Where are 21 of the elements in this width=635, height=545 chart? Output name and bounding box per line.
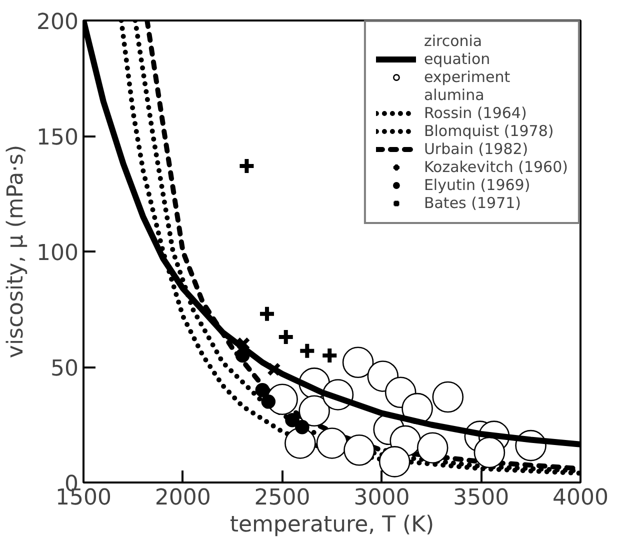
legend-label: Elyutin (1969) xyxy=(424,176,530,194)
x-tick-label: 3500 xyxy=(453,486,510,510)
legend-label: equation xyxy=(424,50,490,68)
y-tick-label: 50 xyxy=(50,356,79,382)
x-tick-label: 4000 xyxy=(552,486,609,510)
y-tick-label: 100 xyxy=(36,241,79,266)
y-tick-label: 200 xyxy=(36,10,79,35)
annotation: zirconia xyxy=(424,32,482,50)
legend-label: Urbain (1982) xyxy=(424,140,528,158)
legend-label: Blomquist (1978) xyxy=(424,122,554,140)
y-axis-title: viscosity, μ (mPa·s) xyxy=(4,144,29,358)
y-tick-label: 150 xyxy=(36,126,79,150)
annotation: alumina xyxy=(424,86,484,104)
legend-label: experiment xyxy=(424,68,510,86)
x-tick-label: 3000 xyxy=(354,486,410,510)
x-axis-title: temperature, T (K) xyxy=(230,512,434,538)
legend-label: Rossin (1964) xyxy=(424,104,527,122)
x-tick-label: 2500 xyxy=(254,486,310,510)
x-tick-label: 2000 xyxy=(154,486,211,510)
legend-label: Bates (1971) xyxy=(424,194,522,212)
legend-label: Kozakevitch (1960) xyxy=(424,158,568,176)
